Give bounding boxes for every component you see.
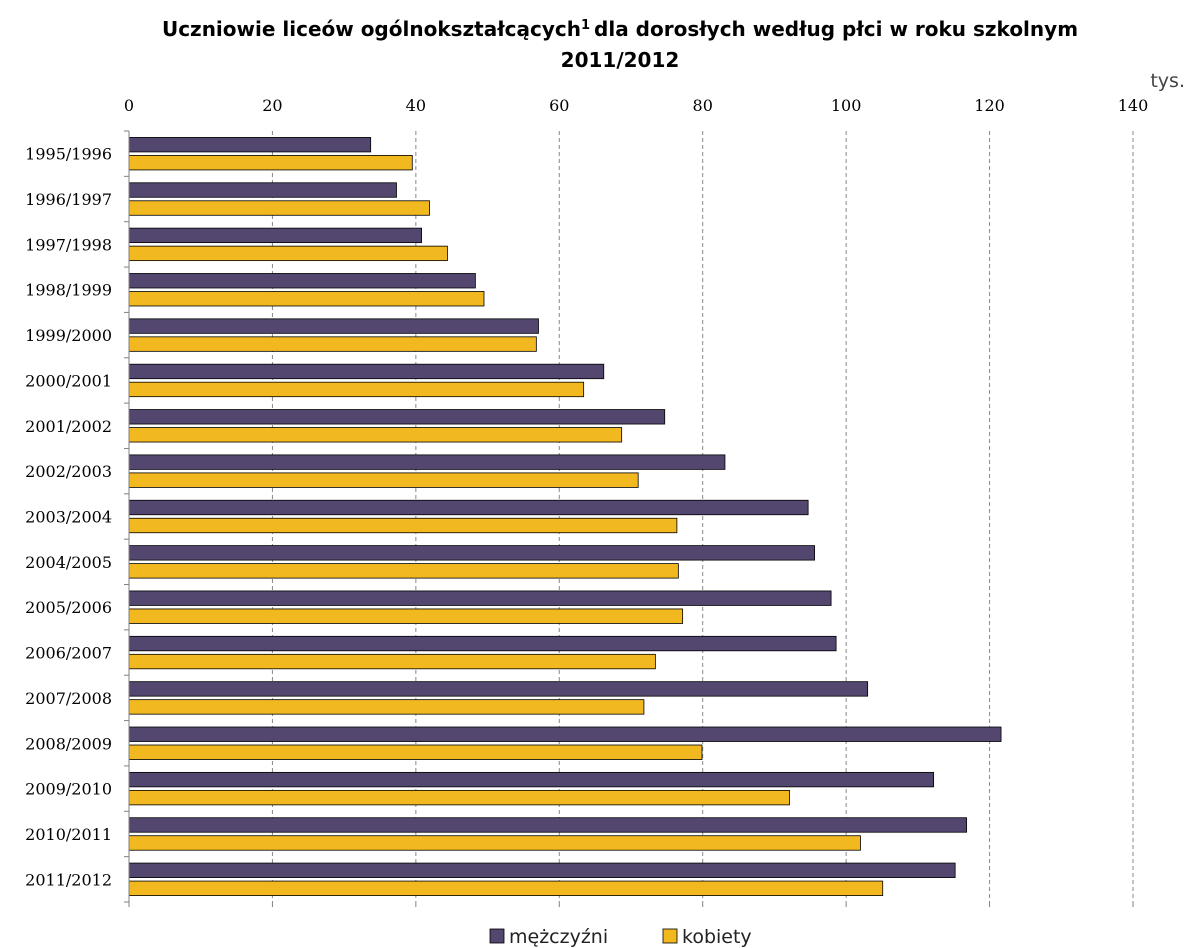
category-label-2011-2012: 2011/2012 <box>25 870 112 889</box>
bar-mezczyzni-2008-2009 <box>128 726 1002 742</box>
x-tick-label-80: 80 <box>693 96 713 115</box>
legend-swatch-kobiety <box>662 928 678 944</box>
x-axis-ticks: 0 20 40 60 80 100 120 140 <box>124 96 1148 115</box>
bar-kobiety-1997-1998 <box>128 245 448 262</box>
category-label-1996-1997: 1996/1997 <box>25 190 112 209</box>
bar-kobiety-1995-1996 <box>128 155 413 171</box>
x-tick-label-120: 120 <box>974 96 1005 115</box>
legend: mężczyźni kobiety <box>489 926 752 948</box>
x-tick-label-20: 20 <box>262 96 282 115</box>
bar-mezczyzni-2009-2010 <box>128 771 935 788</box>
bar-mezczyzni-2004-2005 <box>128 545 815 561</box>
chart-title-line2: 2011/2012 <box>561 48 680 72</box>
category-label-2006-2007: 2006/2007 <box>25 644 112 663</box>
bar-mezczyzni-2001-2002 <box>128 409 666 425</box>
category-label-2010-2011: 2010/2011 <box>25 825 112 844</box>
legend-label-kobiety: kobiety <box>682 926 752 948</box>
x-tick-label-60: 60 <box>549 96 569 115</box>
legend-swatch-mezczyzni <box>489 928 505 944</box>
category-label-2004-2005: 2004/2005 <box>25 553 112 572</box>
bar-kobiety-2006-2007 <box>128 653 656 670</box>
legend-label-mezczyzni: mężczyźni <box>509 926 608 948</box>
unit-label: tys. <box>1150 70 1185 92</box>
category-label-1999-2000: 1999/2000 <box>25 326 112 345</box>
bar-mezczyzni-2006-2007 <box>128 635 837 652</box>
bar-kobiety-2009-2010 <box>128 789 790 806</box>
category-label-2003-2004: 2003/2004 <box>25 508 112 527</box>
bar-mezczyzni-1999-2000 <box>128 318 539 334</box>
x-tick-label-0: 0 <box>124 96 134 115</box>
bar-kobiety-2002-2003 <box>128 472 639 488</box>
bar-mezczyzni-2007-2008 <box>128 681 869 697</box>
category-label-2005-2006: 2005/2006 <box>25 598 112 617</box>
bar-mezczyzni-2003-2004 <box>128 499 809 516</box>
bar-mezczyzni-2005-2006 <box>128 590 832 606</box>
category-label-2008-2009: 2008/2009 <box>25 734 112 753</box>
bar-kobiety-1998-1999 <box>128 291 485 307</box>
bar-mezczyzni-1997-1998 <box>128 227 422 244</box>
y-axis <box>124 130 130 903</box>
bar-kobiety-2000-2001 <box>128 381 585 398</box>
category-label-2002-2003: 2002/2003 <box>25 462 112 481</box>
category-label-1995-1996: 1995/1996 <box>25 145 112 164</box>
bars <box>128 137 1002 896</box>
category-label-2000-2001: 2000/2001 <box>25 371 112 390</box>
category-labels: 1995/1996 1996/1997 1997/1998 1998/1999 1999… <box>25 145 112 890</box>
category-label-2001-2002: 2001/2002 <box>25 417 112 436</box>
chart-title-line1: Uczniowie liceów ogólnokształcących1 dla … <box>162 17 1078 41</box>
bar-kobiety-2001-2002 <box>128 427 623 443</box>
category-label-1998-1999: 1998/1999 <box>25 281 112 300</box>
category-label-2009-2010: 2009/2010 <box>25 780 112 799</box>
bar-kobiety-1996-1997 <box>128 200 430 216</box>
x-tick-label-100: 100 <box>831 96 862 115</box>
x-tick-label-140: 140 <box>1118 96 1149 115</box>
bar-mezczyzni-1998-1999 <box>128 273 476 289</box>
bar-kobiety-2007-2008 <box>128 699 645 715</box>
bar-kobiety-2004-2005 <box>128 563 679 579</box>
bar-kobiety-2005-2006 <box>128 608 684 624</box>
bar-mezczyzni-1995-1996 <box>128 137 372 153</box>
bar-kobiety-2008-2009 <box>128 744 703 760</box>
bar-mezczyzni-1996-1997 <box>128 182 397 198</box>
bar-mezczyzni-2011-2012 <box>128 862 956 878</box>
bar-kobiety-2010-2011 <box>128 835 861 851</box>
category-label-1997-1998: 1997/1998 <box>25 235 112 254</box>
bar-mezczyzni-2010-2011 <box>128 817 968 833</box>
category-label-2007-2008: 2007/2008 <box>25 689 112 708</box>
x-tick-label-40: 40 <box>406 96 426 115</box>
bar-mezczyzni-2000-2001 <box>128 363 605 380</box>
bar-mezczyzni-2002-2003 <box>128 454 726 470</box>
bar-kobiety-1999-2000 <box>128 336 537 352</box>
bar-kobiety-2011-2012 <box>128 880 884 896</box>
bar-kobiety-2003-2004 <box>128 517 678 534</box>
